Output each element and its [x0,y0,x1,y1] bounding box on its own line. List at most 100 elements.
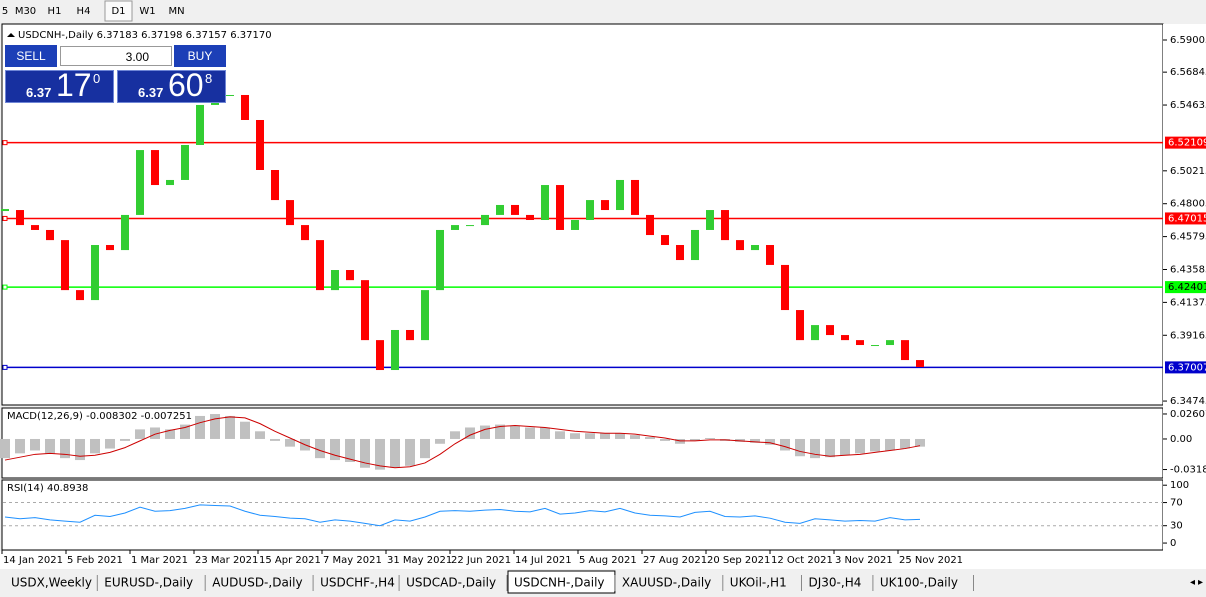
y-tick-label: 6.50215 [1170,166,1206,177]
macd-bar [690,438,700,441]
lot-input[interactable]: 3.00 [60,46,172,66]
tab[interactable] [873,573,974,592]
candle [91,245,99,301]
tab-label[interactable]: USDCAD-,Daily [406,576,496,590]
macd-bar [105,438,115,449]
level-handle [2,215,8,221]
tab[interactable] [98,573,206,592]
candle [631,179,639,215]
timeframe-button[interactable]: W1 [139,6,155,17]
timeframe-button[interactable]: D1 [111,6,125,17]
candle [571,220,579,230]
candle [256,119,264,171]
rsi-label: RSI(14) 40.8938 [7,483,88,494]
tab-label[interactable]: USDCNH-,Daily [514,576,605,590]
tab-label[interactable]: XAUUSD-,Daily [622,576,711,590]
candle [16,210,24,226]
candle [841,335,849,341]
candle [481,214,489,226]
tab-label[interactable]: UK100-,Daily [880,576,958,590]
candle [226,94,234,96]
candle [661,235,669,246]
y-tick-label: 0 [1170,538,1176,549]
ask-quote[interactable]: 6.37 60 8 [117,67,226,103]
candle [826,325,834,336]
timeframe-button[interactable]: 5 [2,6,8,17]
candle [721,210,729,241]
candle [496,204,504,215]
tab-label[interactable]: USDX,Weekly [11,576,92,590]
x-tick-label: 14 Jan 2021 [3,555,63,566]
x-tick-label: 5 Feb 2021 [67,555,123,566]
rsi-panel [1,479,1164,551]
ask-big: 6.37 [138,85,164,100]
y-tick-label: 6.34745 [1170,396,1206,407]
y-tick-label: 0.02607 [1170,409,1206,420]
macd-bar [345,438,355,462]
timeframe-button[interactable]: H4 [77,6,91,17]
macd-bar [225,415,235,439]
candle [421,290,429,341]
macd-bar [120,438,130,441]
tab-label[interactable]: EURUSD-,Daily [104,576,193,590]
level-handle [2,364,8,370]
bid-quote[interactable]: 6.37 17 0 [5,67,114,103]
tab-label[interactable]: UKOil-,H1 [730,576,787,590]
candle [691,229,699,261]
candle [166,179,174,186]
x-tick-label: 15 Apr 2021 [259,555,321,566]
tab[interactable] [400,573,507,592]
candle [31,225,39,230]
macd-bar [150,427,160,439]
macd-bar [495,424,505,439]
macd-bar [780,438,790,451]
level-label: 6.42401 [1168,282,1206,293]
candle [541,185,549,221]
macd-bar [810,438,820,459]
macd-bar [825,438,835,458]
macd-bar [465,427,475,439]
tab[interactable] [802,573,873,592]
timeframe-button[interactable]: H1 [48,6,62,17]
sell-button[interactable]: SELL [5,45,57,67]
tab[interactable] [615,573,723,592]
candle [781,264,789,311]
macd-bar [645,437,655,439]
tab[interactable] [5,573,98,592]
buy-button[interactable]: BUY [174,45,226,67]
level-handle [2,284,8,290]
timeframe-button[interactable]: M30 [15,6,36,17]
scroll-left[interactable]: ◂ [1190,577,1195,588]
macd-bar [315,438,325,459]
macd-bar [135,429,145,439]
y-tick-label: 0.00 [1170,434,1192,445]
x-tick-label: 20 Sep 2021 [707,555,770,566]
candle [241,94,249,120]
timeframe-button[interactable]: MN [168,6,184,17]
tab-label[interactable]: AUDUSD-,Daily [212,576,302,590]
candle [796,310,804,341]
tab[interactable] [723,573,802,592]
macd-bar [165,429,175,439]
candle [391,329,399,371]
candle [301,225,309,241]
level-label-box [1165,361,1206,374]
macd-bar [570,433,580,439]
candle [286,200,294,226]
y-tick-label: 6.48005 [1170,199,1206,210]
x-tick-label: 7 May 2021 [323,555,382,566]
macd-bar [855,438,865,454]
candle [406,329,414,341]
tab-label[interactable]: USDCHF-,H4 [320,576,395,590]
level-label-box [1165,281,1206,294]
collapse-icon[interactable] [7,33,15,37]
level-label: 6.47015 [1168,213,1206,224]
tab[interactable] [314,573,400,592]
candle [151,150,159,186]
candle [811,325,819,341]
tab-label[interactable]: DJ30-,H4 [809,576,862,590]
macd-bar [765,438,775,445]
scroll-right[interactable]: ▸ [1198,577,1203,588]
tab[interactable] [206,573,314,592]
